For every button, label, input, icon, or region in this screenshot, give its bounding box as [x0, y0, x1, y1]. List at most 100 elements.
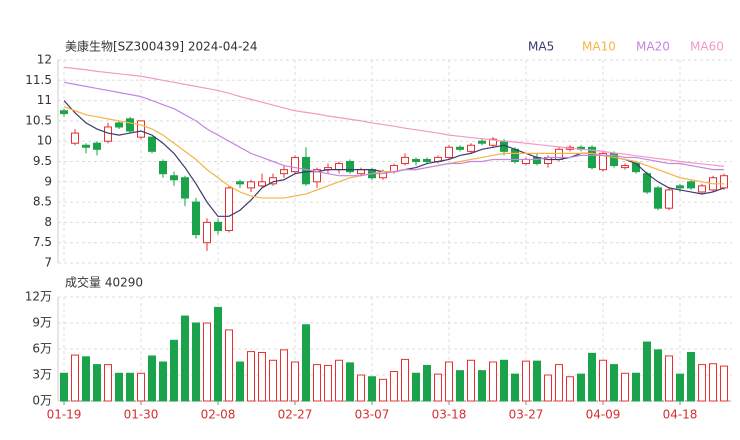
legend-label: MA20 — [636, 40, 670, 54]
candle-body — [236, 181, 244, 185]
volume-bar — [434, 373, 442, 402]
y-tick-label: 3万 — [32, 368, 52, 382]
candle-body — [588, 146, 596, 169]
candle-body — [137, 120, 145, 138]
volume-bar — [566, 376, 574, 402]
candle-body — [60, 110, 68, 115]
volume-bar — [192, 322, 200, 402]
volume-bar — [654, 349, 662, 402]
volume-bar — [115, 372, 123, 402]
candle-body — [467, 144, 475, 152]
volume-bar — [555, 364, 563, 402]
volume-bar — [676, 373, 684, 402]
volume-bar — [104, 364, 112, 402]
candle-body — [489, 138, 497, 146]
volume-bar — [478, 370, 486, 402]
volume-bar — [236, 361, 244, 402]
volume-bar — [93, 364, 101, 402]
candle-body — [170, 175, 178, 181]
volume-bar — [467, 359, 475, 402]
volume-bar — [687, 351, 695, 402]
x-tick-label: 01-19 — [47, 408, 82, 422]
candle-body — [412, 158, 420, 163]
volume-bar — [247, 351, 255, 402]
volume-bar — [489, 361, 497, 402]
candle-body — [291, 156, 299, 173]
volume-bar — [533, 360, 541, 402]
volume-bar — [137, 372, 145, 402]
candle-body — [214, 221, 222, 232]
volume-bar — [170, 339, 178, 402]
volume-bar — [577, 373, 585, 402]
volume-bar — [324, 364, 332, 402]
volume-bar — [720, 365, 728, 402]
volume-bar — [610, 364, 618, 402]
candle-body — [599, 152, 607, 171]
volume-bar — [60, 372, 68, 402]
volume-bar — [335, 359, 343, 402]
y-tick-label: 7 — [44, 256, 52, 270]
volume-bar — [522, 360, 530, 402]
y-tick-label: 9万 — [32, 316, 52, 330]
candle-body — [203, 221, 211, 244]
ma-line — [63, 66, 725, 167]
volume-bar — [423, 364, 431, 402]
chart-title: 美康生物[SZ300439] 2024-04-24 — [65, 39, 258, 54]
candle-body — [115, 122, 123, 128]
y-tick-label: 11.5 — [25, 73, 52, 87]
legend-label: MA5 — [528, 40, 554, 54]
candle-body — [192, 201, 200, 236]
volume-bar — [621, 372, 629, 402]
volume-bar — [148, 355, 156, 402]
x-tick-label: 04-18 — [663, 408, 698, 422]
x-tick-label: 01-30 — [124, 408, 159, 422]
candle-body — [159, 161, 167, 175]
y-tick-label: 7.5 — [33, 235, 52, 249]
x-tick-label: 03-07 — [355, 408, 390, 422]
candle-body — [698, 185, 706, 193]
candle-body — [445, 146, 453, 158]
volume-bar — [368, 376, 376, 402]
volume-bar — [665, 355, 673, 402]
y-tick-label: 8 — [44, 215, 52, 229]
volume-bar — [126, 372, 134, 402]
volume-bar — [445, 361, 453, 402]
x-tick-label: 02-27 — [278, 408, 313, 422]
volume-bar — [412, 372, 420, 402]
y-tick-label: 6万 — [32, 342, 52, 356]
legend-label: MA10 — [582, 40, 616, 54]
volume-bar — [390, 371, 398, 402]
candle-body — [720, 175, 728, 189]
candle-body — [181, 177, 189, 199]
candle-body — [687, 181, 695, 189]
candle-body — [148, 136, 156, 152]
y-tick-label: 0万 — [32, 394, 52, 408]
y-tick-label: 11 — [37, 93, 52, 107]
volume-bar — [71, 354, 79, 402]
candle-body — [126, 118, 134, 132]
volume-bar — [258, 351, 266, 402]
y-tick-label: 10 — [37, 134, 52, 148]
candle-body — [313, 169, 321, 183]
legend-label: MA60 — [690, 40, 724, 54]
candle-body — [654, 187, 662, 209]
volume-bar — [225, 329, 233, 402]
y-tick-label: 10.5 — [25, 113, 52, 127]
volume-bar — [82, 356, 90, 402]
y-tick-label: 12 — [37, 53, 52, 67]
volume-bar — [269, 359, 277, 402]
volume-bar — [181, 315, 189, 402]
candle-body — [423, 158, 431, 163]
volume-bar — [291, 361, 299, 402]
candle-body — [456, 146, 464, 150]
volume-bar — [203, 322, 211, 402]
volume-bar — [159, 361, 167, 402]
candle-body — [676, 185, 684, 189]
y-tick-label: 9 — [44, 174, 52, 188]
y-tick-label: 12万 — [25, 290, 52, 304]
ma-line — [63, 81, 724, 177]
volume-bar — [632, 372, 640, 402]
volume-bar — [401, 358, 409, 402]
x-tick-label: 02-08 — [201, 408, 236, 422]
